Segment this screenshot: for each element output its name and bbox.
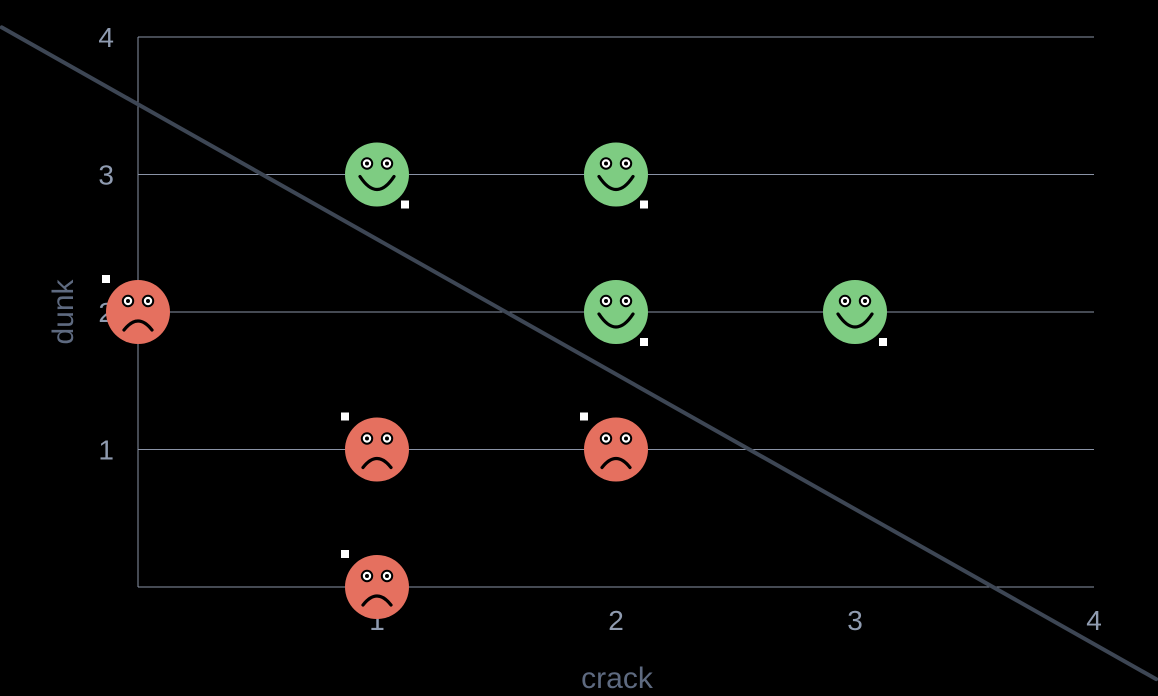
pupil-right	[624, 299, 628, 303]
x-tick-label-3: 3	[847, 605, 863, 636]
smiley-face-point-3	[584, 280, 648, 346]
smile-mouth	[836, 312, 874, 329]
decision-boundary-line	[0, 25, 1158, 682]
data-points	[102, 142, 887, 619]
point-marker	[640, 338, 648, 346]
smiley-face-point-2	[584, 142, 648, 209]
pupil-right	[385, 161, 389, 166]
pupil-right	[385, 436, 389, 441]
point-marker	[879, 338, 887, 346]
pupil-left	[604, 436, 608, 441]
smile-mouth	[358, 174, 396, 192]
frowny-face-point-2	[341, 412, 409, 482]
smiley-face-point-4	[823, 280, 887, 346]
pupil-left	[365, 161, 369, 166]
frown-mouth	[361, 594, 393, 607]
smile-mouth	[597, 312, 635, 329]
y-axis-title: dunk	[47, 278, 80, 344]
pupil-left	[126, 299, 130, 303]
pupil-left	[604, 161, 608, 166]
frowny-face-icon	[584, 417, 648, 482]
frowny-face-icon	[345, 417, 409, 482]
point-marker	[580, 412, 588, 421]
frowny-face-point-1	[102, 275, 170, 344]
frowny-face-point-4	[341, 550, 409, 619]
point-marker	[640, 200, 648, 209]
x-tick-label-4: 4	[1086, 605, 1102, 636]
frowny-face-icon	[345, 555, 409, 619]
smiley-face-point-1	[345, 142, 409, 209]
x-tick-label-2: 2	[608, 605, 624, 636]
pupil-left	[365, 436, 369, 441]
point-marker	[102, 275, 110, 283]
point-marker	[401, 200, 409, 209]
frown-mouth	[122, 319, 154, 332]
gridlines	[138, 36, 1094, 450]
decision-boundary-layer	[0, 25, 1158, 682]
point-marker	[341, 412, 349, 421]
y-tick-label-1: 1	[98, 435, 114, 466]
point-marker	[341, 550, 349, 558]
frown-mouth	[600, 456, 632, 470]
frowny-face-point-3	[580, 412, 648, 482]
y-tick-label-4: 4	[98, 22, 114, 53]
frowny-face-icon	[106, 280, 170, 344]
pupil-right	[624, 436, 628, 441]
x-axis-title: crack	[581, 662, 654, 695]
pupil-right	[863, 299, 867, 303]
pupil-right	[385, 574, 389, 578]
smiley-face-icon	[345, 142, 409, 207]
pupil-left	[843, 299, 847, 303]
y-tick-label-3: 3	[98, 160, 114, 191]
smiley-face-icon	[823, 280, 887, 344]
smile-mouth	[597, 174, 635, 192]
pupil-left	[365, 574, 369, 578]
pupil-right	[146, 299, 150, 303]
tick-labels: 12341234	[98, 22, 1101, 636]
pupil-left	[604, 299, 608, 303]
pupil-right	[624, 161, 628, 166]
smiley-face-icon	[584, 142, 648, 207]
smiley-face-icon	[584, 280, 648, 344]
frown-mouth	[361, 456, 393, 470]
